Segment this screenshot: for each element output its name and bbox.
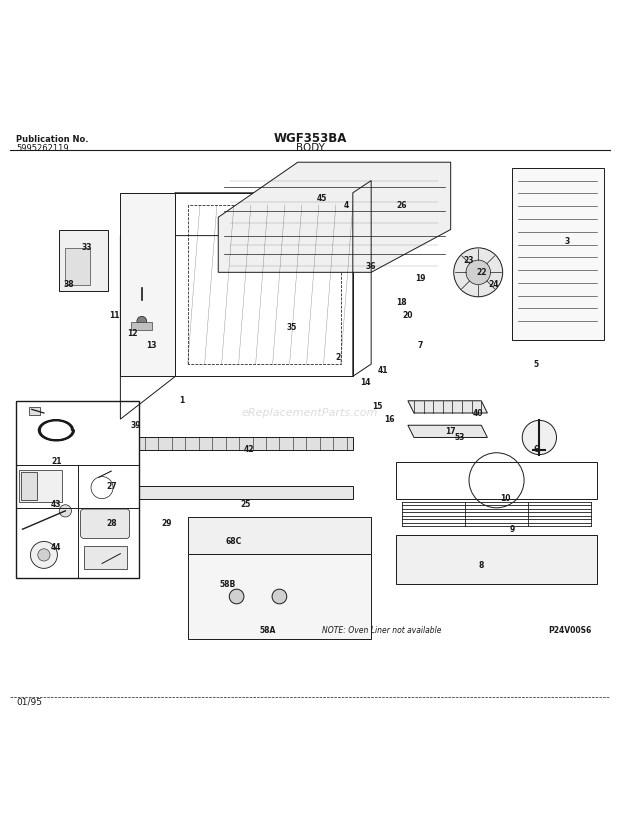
Text: 23: 23 <box>464 255 474 264</box>
Text: 01/95: 01/95 <box>16 698 42 706</box>
Text: 16: 16 <box>384 415 395 424</box>
Text: 40: 40 <box>473 409 484 417</box>
Circle shape <box>272 589 287 604</box>
Text: 44: 44 <box>51 543 61 552</box>
Polygon shape <box>139 438 353 449</box>
Circle shape <box>38 548 50 561</box>
Text: eReplacementParts.com: eReplacementParts.com <box>242 408 378 418</box>
Polygon shape <box>60 230 108 291</box>
Text: 20: 20 <box>402 311 413 320</box>
Text: 58B: 58B <box>219 580 236 589</box>
Text: 43: 43 <box>51 501 61 510</box>
Polygon shape <box>188 517 371 553</box>
Text: 9: 9 <box>509 525 515 534</box>
Text: 4: 4 <box>344 201 349 210</box>
Circle shape <box>454 248 503 297</box>
Text: 5995262119: 5995262119 <box>16 144 69 153</box>
Text: BODY: BODY <box>296 143 324 153</box>
Text: 27: 27 <box>106 482 117 491</box>
Polygon shape <box>396 535 598 584</box>
Text: 24: 24 <box>489 280 498 289</box>
Text: 36: 36 <box>366 262 376 271</box>
Text: 68C: 68C <box>226 537 242 546</box>
Bar <box>21 472 37 500</box>
Polygon shape <box>139 487 353 499</box>
Text: 26: 26 <box>397 201 407 210</box>
Circle shape <box>229 589 244 604</box>
Text: WGF353BA: WGF353BA <box>273 131 347 145</box>
Text: 13: 13 <box>146 341 156 350</box>
Text: 33: 33 <box>81 244 92 253</box>
Text: 17: 17 <box>445 427 456 436</box>
Bar <box>131 322 152 330</box>
Text: 5: 5 <box>534 359 539 368</box>
Text: 21: 21 <box>51 458 61 467</box>
Text: 35: 35 <box>286 323 297 332</box>
Text: 19: 19 <box>415 274 425 283</box>
Text: 28: 28 <box>106 519 117 528</box>
Text: 18: 18 <box>396 298 407 307</box>
Text: 11: 11 <box>109 311 120 320</box>
Circle shape <box>466 260 490 284</box>
Circle shape <box>137 316 147 326</box>
Text: 39: 39 <box>130 420 141 430</box>
Text: 14: 14 <box>360 378 370 387</box>
Text: Publication No.: Publication No. <box>16 135 89 144</box>
Polygon shape <box>120 192 175 377</box>
Text: 15: 15 <box>372 402 383 411</box>
Text: 7: 7 <box>417 341 423 350</box>
Text: NOTE: Oven Liner not available: NOTE: Oven Liner not available <box>322 625 441 634</box>
Polygon shape <box>188 553 371 639</box>
Polygon shape <box>512 169 604 339</box>
Text: 12: 12 <box>127 329 138 338</box>
Polygon shape <box>408 425 487 438</box>
Text: 8: 8 <box>479 562 484 571</box>
Text: 58A: 58A <box>259 625 275 634</box>
Bar <box>29 407 40 415</box>
Text: 10: 10 <box>500 494 511 503</box>
Text: 29: 29 <box>161 519 172 528</box>
Polygon shape <box>218 162 451 273</box>
Text: 1: 1 <box>179 396 184 406</box>
Text: 2: 2 <box>335 354 340 363</box>
Polygon shape <box>408 401 487 413</box>
Text: 25: 25 <box>241 501 251 510</box>
Circle shape <box>60 505 71 517</box>
Bar <box>84 546 126 569</box>
Bar <box>19 470 62 501</box>
Text: 53: 53 <box>454 433 465 442</box>
Circle shape <box>522 420 557 454</box>
Text: 6: 6 <box>534 445 539 454</box>
Text: 41: 41 <box>378 366 389 375</box>
FancyBboxPatch shape <box>81 509 130 539</box>
Text: 38: 38 <box>63 280 74 289</box>
Bar <box>65 248 90 284</box>
Text: 22: 22 <box>476 268 487 277</box>
Text: P24V00S6: P24V00S6 <box>548 625 591 634</box>
Text: 42: 42 <box>244 445 254 454</box>
Circle shape <box>30 542 58 568</box>
Text: 45: 45 <box>317 194 327 203</box>
Text: 3: 3 <box>564 237 570 246</box>
